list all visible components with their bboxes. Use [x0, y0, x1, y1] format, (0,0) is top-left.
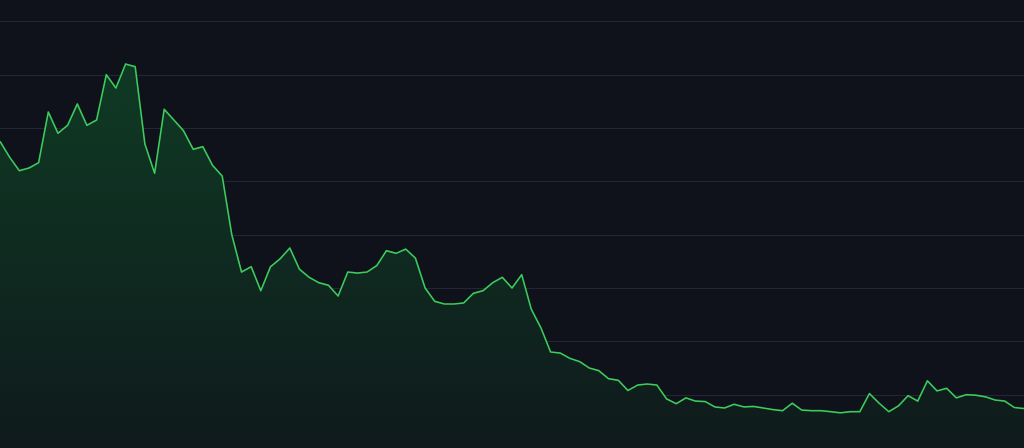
area-fill	[0, 64, 1024, 448]
series-line	[0, 63, 1024, 414]
